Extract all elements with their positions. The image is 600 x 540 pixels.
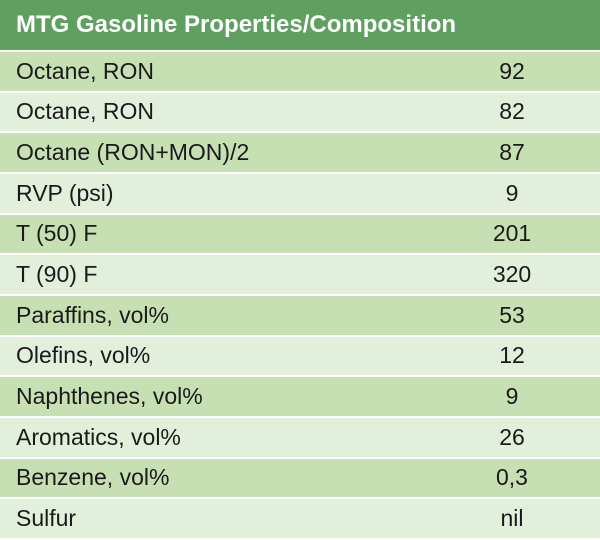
table-row: T (50) F 201 [0, 213, 600, 256]
table-row: RVP (psi) 9 [0, 172, 600, 215]
property-label: Olefins, vol% [0, 335, 424, 378]
property-value: 0,3 [424, 457, 600, 500]
table-row: Octane, RON 92 [0, 51, 600, 93]
table-body: Octane, RON 92 Octane, RON 82 Octane (RON+MO… [0, 51, 600, 540]
property-value: 9 [424, 172, 600, 215]
property-value: nil [424, 498, 600, 540]
property-label: Naphthenes, vol% [0, 376, 424, 418]
table-row: Sulfur nil [0, 498, 600, 540]
property-label: Octane, RON [0, 51, 424, 93]
property-label: T (90) F [0, 254, 424, 296]
header-row: MTG Gasoline Properties/Composition [0, 0, 600, 52]
table-row: Aromatics, vol% 26 [0, 416, 600, 459]
table-row: Paraffins, vol% 53 [0, 294, 600, 337]
property-label: Sulfur [0, 498, 424, 540]
property-value: 53 [424, 294, 600, 337]
table-row: Naphthenes, vol% 9 [0, 376, 600, 418]
property-value: 26 [424, 416, 600, 459]
property-value: 9 [424, 376, 600, 418]
property-label: Aromatics, vol% [0, 416, 424, 459]
property-value: 201 [424, 213, 600, 256]
property-value: 92 [424, 51, 600, 93]
property-label: T (50) F [0, 213, 424, 256]
property-value: 82 [424, 91, 600, 134]
property-label: Octane, RON [0, 91, 424, 134]
property-value: 12 [424, 335, 600, 378]
table-row: Octane (RON+MON)/2 87 [0, 132, 600, 174]
property-label: RVP (psi) [0, 172, 424, 215]
property-label: Paraffins, vol% [0, 294, 424, 337]
table-title: MTG Gasoline Properties/Composition [0, 0, 600, 52]
property-label: Octane (RON+MON)/2 [0, 132, 424, 174]
property-value: 320 [424, 254, 600, 296]
table-row: Benzene, vol% 0,3 [0, 457, 600, 500]
property-label: Benzene, vol% [0, 457, 424, 500]
table-row: Octane, RON 82 [0, 91, 600, 134]
table-row: Olefins, vol% 12 [0, 335, 600, 378]
property-value: 87 [424, 132, 600, 174]
table-row: T (90) F 320 [0, 254, 600, 296]
